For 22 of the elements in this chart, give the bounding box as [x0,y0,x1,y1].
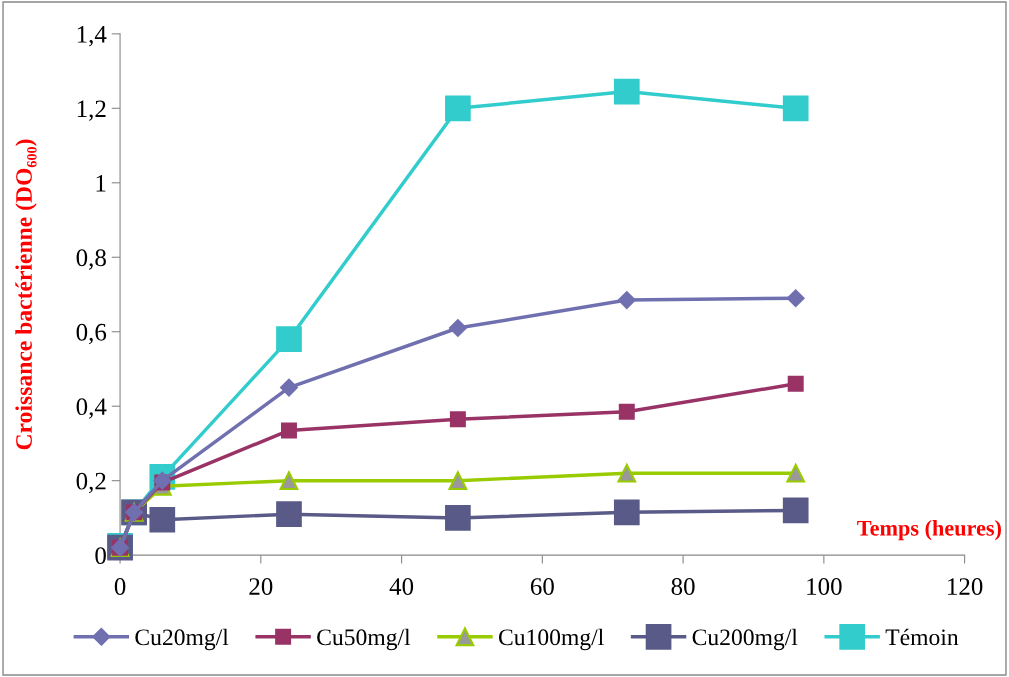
y-tick-label: 0 [95,547,106,565]
y-tick-label: 1,2 [77,100,106,121]
x-axis-title: Temps (heures) [857,520,1001,541]
y-tick-label: 0,4 [76,398,107,419]
x-tick-label: 100 [807,578,842,595]
x-tick-label: 80 [671,578,695,595]
y-tick-label: 0,8 [76,249,106,270]
legend-label: Cu50mg/l [317,628,411,651]
x-tick-label: 0 [114,578,126,595]
x-tick-label: 120 [948,578,983,595]
legend-label: Cu20mg/l [135,628,229,651]
x-tick-label: 20 [249,578,273,595]
legend-label: Témoin [885,628,959,646]
x-tick-label: 40 [389,578,414,595]
x-tick-label: 60 [530,578,554,595]
y-axis-title: Croissance bactérienne (DO₆₀₀) [15,139,37,450]
legend-label: Cu200mg/l [692,628,798,651]
y-tick-label: 1,4 [77,26,107,47]
y-tick-label: 0,2 [76,472,106,494]
legend-label: Cu100mg/l [498,628,604,651]
y-tick-label: 0,6 [76,323,107,345]
y-tick-label: 1 [96,174,106,192]
